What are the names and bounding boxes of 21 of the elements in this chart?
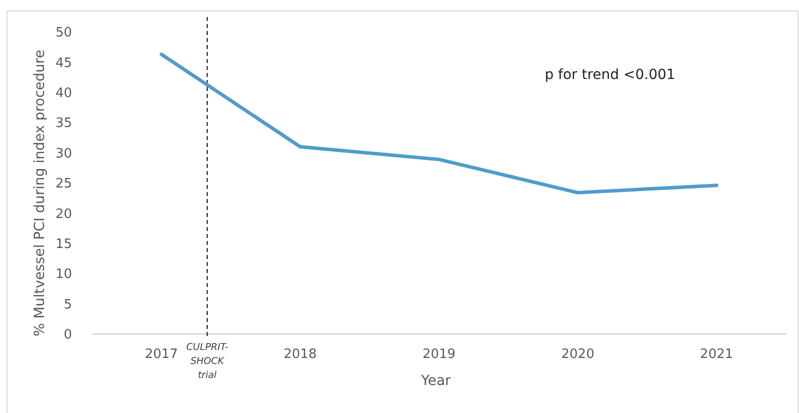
y-tick-label: 45 (55, 56, 72, 71)
x-tick-label: 2017 (144, 347, 178, 362)
line-series (160, 52, 718, 194)
y-tick-label: 0 (64, 328, 72, 343)
y-tick-label: 5 (64, 297, 72, 312)
y-tick-label: 30 (55, 146, 72, 162)
x-tick-label: 2020 (561, 347, 594, 362)
x-tick-label: 2019 (422, 347, 456, 362)
y-tick-label: 20 (55, 206, 72, 222)
y-tick-label: 15 (55, 236, 72, 252)
y-tick-label: 50 (55, 26, 72, 41)
annotation: p for trend <0.001 (544, 67, 676, 83)
ref-line-label: CULPRIT-SHOCK trial (186, 342, 229, 381)
x-tick-label: 2021 (700, 347, 734, 362)
y-tick-label: 10 (55, 267, 72, 282)
y-tick-label: 35 (55, 116, 72, 132)
x-tick-label: 2018 (284, 347, 317, 362)
y-tick-label: 40 (55, 86, 72, 101)
y-tick-label: 25 (55, 176, 72, 192)
x-axis-title: Year (420, 373, 452, 389)
y-axis-title: % Multvessel PCI during index procedure (32, 50, 48, 336)
